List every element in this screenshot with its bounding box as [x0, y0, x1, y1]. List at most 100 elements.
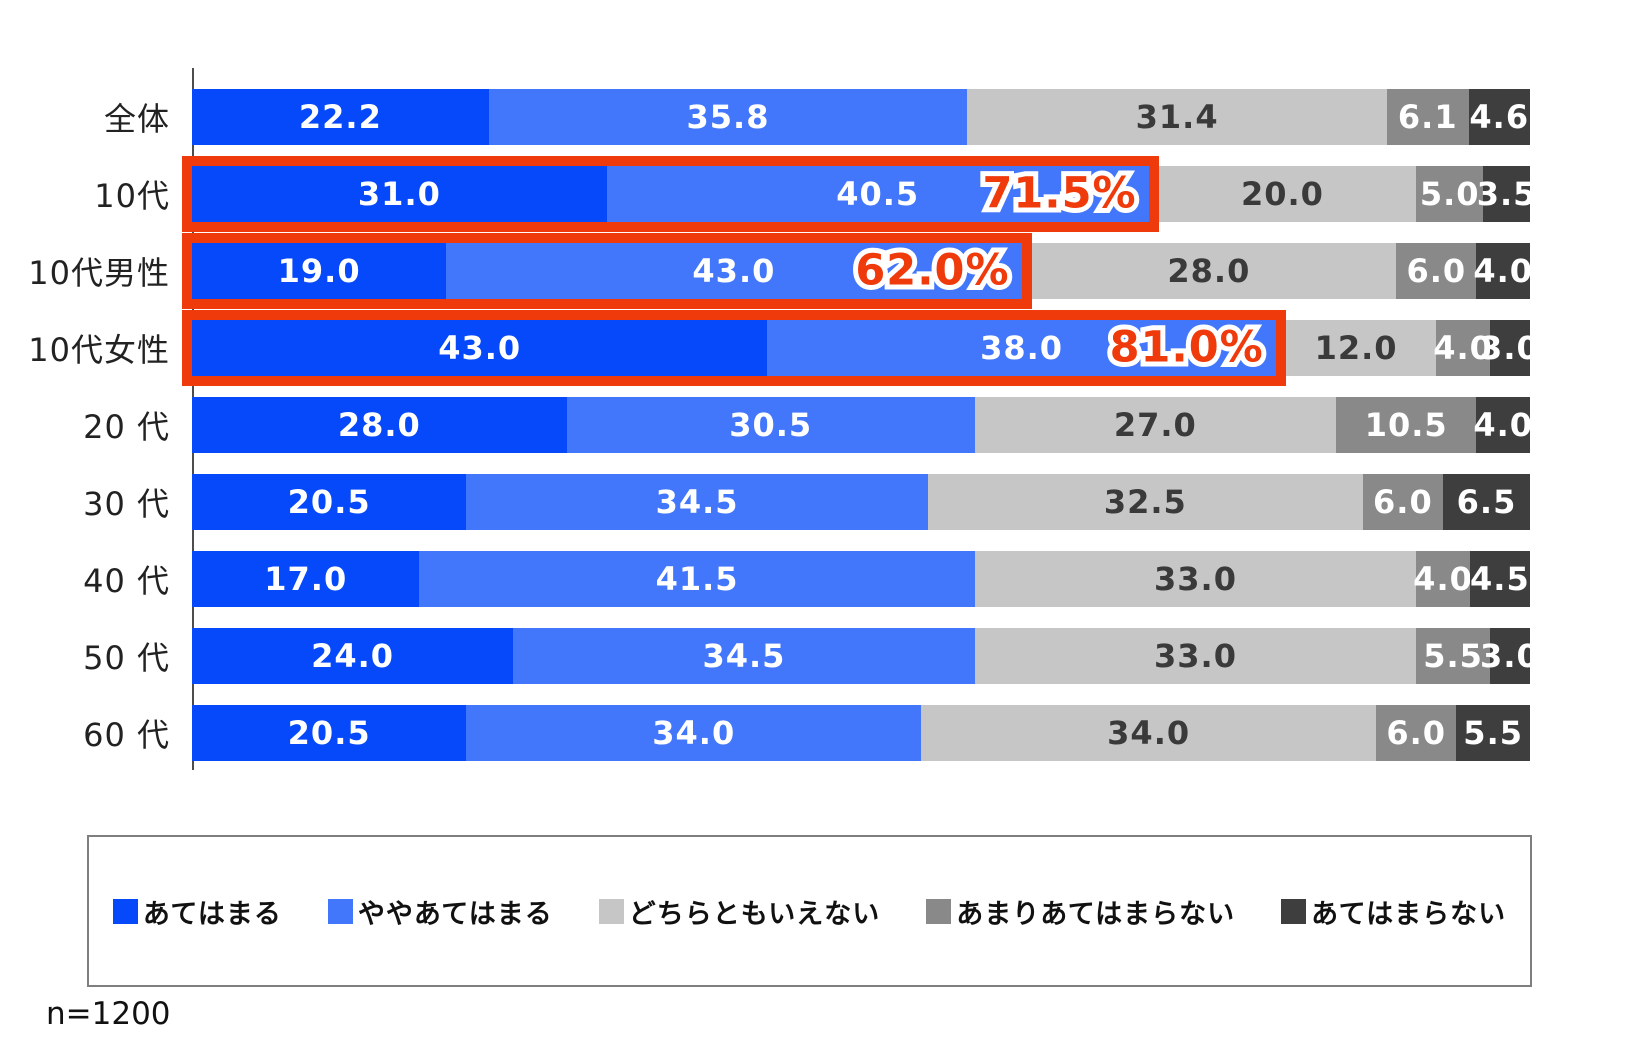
segment-value: 22.2 [298, 97, 382, 136]
segment-value: 34.5 [702, 636, 786, 675]
row-label: 10代男性 [28, 253, 170, 292]
segment-value: 19.0 [277, 251, 361, 290]
row-label: 40 代 [83, 561, 170, 600]
bar-segment: 20.5 [192, 704, 467, 761]
bar-segment: 40.5 [606, 165, 1149, 222]
segment-value: 4.0 [1473, 251, 1534, 290]
legend-item: どちらともいえない [598, 892, 880, 931]
bar: 20.5 34.0 34.0 6.0 5.5 [192, 704, 1530, 761]
segment-value: 5.5 [1463, 713, 1523, 752]
segment-value: 34.0 [652, 713, 736, 752]
bar-segment: 33.0 [974, 627, 1417, 684]
row-label: 60 代 [83, 715, 170, 754]
bar-segment: 6.1 [1386, 88, 1469, 145]
segment-value: 3.0 [1480, 328, 1540, 367]
legend-label: あまりあてはまらない [956, 898, 1236, 930]
bar-segment: 17.0 [192, 550, 420, 607]
bar-segment: 43.0 [192, 319, 768, 376]
segment-value: 4.0 [1413, 559, 1473, 598]
bar-segment: 28.0 [1021, 242, 1397, 299]
row-label: 50 代 [83, 638, 170, 677]
segment-value: 20.0 [1240, 174, 1324, 213]
bar-row: 全体 22.2 35.8 31.4 6.1 4.6 [0, 78, 1530, 155]
legend: あてはまる ややあてはまる どちらともいえない あまりあてはまらない あてはまらない [87, 835, 1532, 987]
bar-segment: 20.0 [1148, 165, 1417, 222]
bar-segment: 22.2 [192, 88, 489, 145]
bar: 20.5 34.5 32.5 6.0 6.5 [192, 473, 1530, 530]
bar-segment: 4.0 [1433, 319, 1492, 376]
bar-segment: 43.0 [446, 242, 1022, 299]
segment-value: 35.8 [686, 97, 770, 136]
legend-swatch-icon [598, 898, 624, 924]
segment-value: 33.0 [1154, 559, 1237, 598]
legend-label: あてはまる [142, 898, 282, 930]
legend-swatch-icon [926, 898, 952, 924]
bar-segment: 6.5 [1443, 473, 1530, 530]
bar-segment: 4.0 [1473, 242, 1534, 299]
segment-value: 4.6 [1469, 97, 1530, 136]
segment-value: 31.0 [357, 174, 441, 213]
segment-value: 10.5 [1364, 405, 1448, 444]
bar-segment: 31.4 [967, 88, 1387, 145]
bar-segment: 6.0 [1396, 242, 1477, 299]
segment-value: 6.5 [1456, 482, 1517, 521]
row-label: 30 代 [83, 484, 170, 523]
row-label: 10代 [94, 176, 170, 215]
segment-value: 6.0 [1386, 713, 1447, 752]
bar-segment: 4.0 [1473, 396, 1534, 453]
bar-segment: 4.0 [1413, 550, 1473, 607]
sample-size-note: n=1200 [46, 996, 171, 1032]
bar-row: 30 代 20.5 34.5 32.5 6.0 6.5 [0, 463, 1530, 540]
segment-value: 20.5 [287, 482, 371, 521]
bar-segment: 6.0 [1362, 473, 1443, 530]
bar-segment: 24.0 [192, 627, 514, 684]
segment-value: 28.0 [1167, 251, 1251, 290]
bar-segment: 3.0 [1480, 627, 1539, 684]
segment-value: 27.0 [1113, 405, 1197, 444]
segment-value: 5.0 [1419, 174, 1480, 213]
bar-segment: 34.0 [466, 704, 922, 761]
legend-swatch-icon [327, 898, 353, 924]
segment-value: 20.5 [287, 713, 371, 752]
stacked-bar-chart: 全体 22.2 35.8 31.4 6.1 4.6 10代 31.0 40.5 20.0 5.0 3.… [0, 78, 1539, 771]
segment-value: 34.0 [1107, 713, 1191, 752]
bar-row: 50 代 24.0 34.5 33.0 5.5 3.0 [0, 617, 1539, 694]
segment-value: 4.0 [1473, 405, 1534, 444]
segment-value: 43.0 [692, 251, 776, 290]
legend-swatch-icon [112, 898, 138, 924]
segment-value: 32.5 [1103, 482, 1187, 521]
bar-segment: 34.0 [921, 704, 1377, 761]
bar-segment: 3.0 [1480, 319, 1539, 376]
segment-value: 38.0 [980, 328, 1064, 367]
segment-value: 33.0 [1154, 636, 1237, 675]
segment-value: 40.5 [836, 174, 920, 213]
bar-segment: 27.0 [974, 396, 1336, 453]
legend-label: ややあてはまる [357, 898, 553, 930]
bar-row: 20 代 28.0 30.5 27.0 10.5 4.0 [0, 386, 1534, 463]
segment-value: 17.0 [264, 559, 348, 598]
legend-item: あまりあてはまらない [926, 892, 1235, 931]
bar: 22.2 35.8 31.4 6.1 4.6 [192, 88, 1530, 145]
segment-value: 6.1 [1397, 97, 1458, 136]
bar-segment: 30.5 [566, 396, 975, 453]
bar-segment: 38.0 [767, 319, 1276, 376]
bar-segment: 5.5 [1416, 627, 1490, 684]
segment-value: 12.0 [1314, 328, 1398, 367]
bar-row: 10代 31.0 40.5 20.0 5.0 3.5 71.5% 71.5% [0, 155, 1535, 232]
bar-segment: 41.5 [419, 550, 975, 607]
legend-item: あてはまる [112, 892, 282, 931]
segment-value: 31.4 [1135, 97, 1219, 136]
bar-segment: 20.5 [192, 473, 467, 530]
bar-row: 60 代 20.5 34.0 34.0 6.0 5.5 [0, 694, 1530, 771]
bar-segment: 28.0 [192, 396, 567, 453]
bar: 17.0 41.5 33.0 4.0 4.5 [192, 550, 1530, 607]
bar-segment: 5.5 [1456, 704, 1530, 761]
bar: 28.0 30.5 27.0 10.5 4.0 [192, 396, 1534, 453]
segment-value: 41.5 [655, 559, 739, 598]
bar-segment: 19.0 [192, 242, 447, 299]
legend-swatch-icon [1281, 898, 1307, 924]
bar-segment: 3.5 [1477, 165, 1535, 222]
bar-segment: 4.6 [1468, 88, 1530, 145]
row-label: 20 代 [83, 407, 170, 446]
segment-value: 6.0 [1373, 482, 1433, 521]
